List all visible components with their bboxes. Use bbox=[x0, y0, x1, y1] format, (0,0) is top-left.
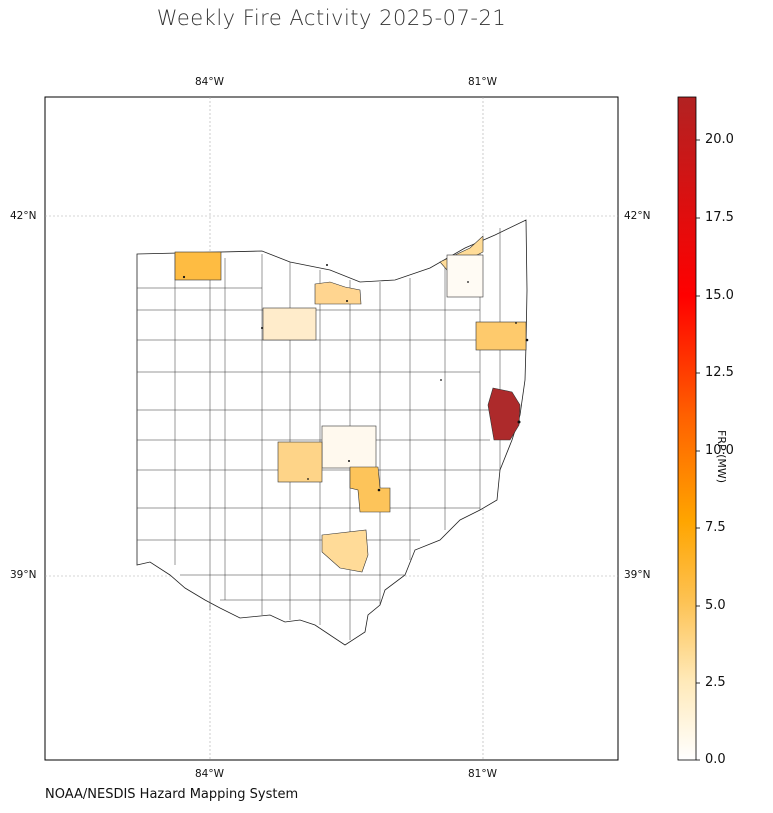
county-ottawa-sandusky bbox=[314, 281, 362, 305]
lon-tick-81w-bottom: 81°W bbox=[468, 768, 497, 780]
lat-tick-39n-left: 39°N bbox=[10, 569, 37, 581]
county-belmont bbox=[487, 387, 521, 441]
colorbar-tick-label: 7.5 bbox=[705, 520, 726, 535]
colorbar-tick-label: 20.0 bbox=[705, 132, 734, 147]
colorbar-tick-label: 17.5 bbox=[705, 210, 734, 225]
lon-tick-81w-top: 81°W bbox=[468, 76, 497, 88]
colorbar-tick-label: 2.5 bbox=[705, 675, 726, 690]
colorbar-tick-label: 10.0 bbox=[705, 443, 734, 458]
county-mahoning bbox=[475, 321, 527, 351]
county-ross bbox=[321, 529, 369, 573]
county-clark-madison bbox=[277, 441, 323, 483]
colorbar-tick-label: 15.0 bbox=[705, 288, 734, 303]
county-wood bbox=[262, 307, 317, 341]
colorbar-tick-label: 5.0 bbox=[705, 598, 726, 613]
credit-text: NOAA/NESDIS Hazard Mapping System bbox=[45, 787, 299, 802]
lat-tick-39n-right: 39°N bbox=[624, 569, 651, 581]
lat-tick-42n-right: 42°N bbox=[624, 210, 651, 222]
colorbar-label: FRP (MW) bbox=[715, 430, 728, 484]
fire-points bbox=[182, 264, 529, 492]
county-fairfield bbox=[349, 466, 391, 513]
colorbar-ticks bbox=[696, 139, 700, 761]
gridlines bbox=[45, 97, 618, 760]
lon-tick-84w-top: 84°W bbox=[195, 76, 224, 88]
county-geauga bbox=[446, 254, 484, 298]
colorbar bbox=[677, 96, 697, 761]
colorbar-tick-label: 12.5 bbox=[705, 365, 734, 380]
county-williams bbox=[174, 251, 222, 281]
lon-tick-84w-bottom: 84°W bbox=[195, 768, 224, 780]
lat-tick-42n-left: 42°N bbox=[10, 210, 37, 222]
map-title: Weekly Fire Activity 2025-07-21 bbox=[156, 6, 507, 30]
colorbar-tick-label: 0.0 bbox=[705, 752, 726, 767]
